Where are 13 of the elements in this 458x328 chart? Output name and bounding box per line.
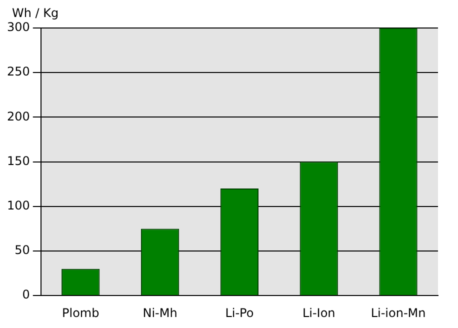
x-tick-label: Li-Po (225, 306, 254, 320)
x-tick-label: Li-Ion (302, 306, 336, 320)
y-tick-label: 0 (22, 288, 30, 302)
x-tick-label: Li-ion-Mn (370, 306, 426, 320)
y-tick-label: 300 (7, 20, 30, 34)
x-tick-label: Ni-Mh (142, 306, 178, 320)
y-tick-label: 100 (7, 198, 30, 213)
y-tick-label: 250 (7, 64, 30, 79)
y-tick-label: 150 (7, 154, 30, 168)
y-tick-label: 200 (7, 109, 30, 124)
y-axis-title: Wh / Kg (12, 6, 59, 20)
x-tick-label: Plomb (62, 306, 100, 320)
y-tick-label: 50 (14, 243, 30, 258)
